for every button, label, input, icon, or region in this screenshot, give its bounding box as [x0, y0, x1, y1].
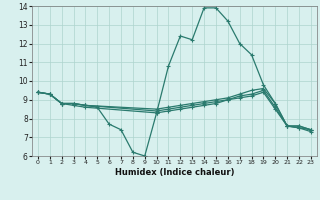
X-axis label: Humidex (Indice chaleur): Humidex (Indice chaleur) — [115, 168, 234, 177]
